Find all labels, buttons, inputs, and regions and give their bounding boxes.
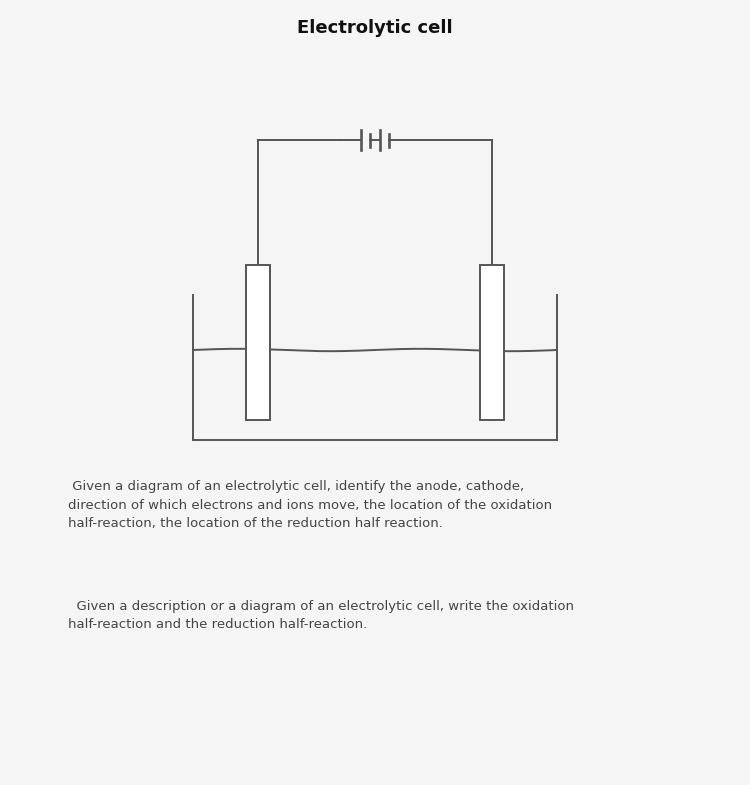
Bar: [246, 265, 270, 420]
Text: Given a description or a diagram of an electrolytic cell, write the oxidation
ha: Given a description or a diagram of an e…: [68, 600, 574, 631]
Bar: [480, 265, 504, 420]
Text: Given a diagram of an electrolytic cell, identify the anode, cathode,
direction : Given a diagram of an electrolytic cell,…: [68, 480, 552, 530]
Text: Electrolytic cell: Electrolytic cell: [297, 19, 453, 37]
